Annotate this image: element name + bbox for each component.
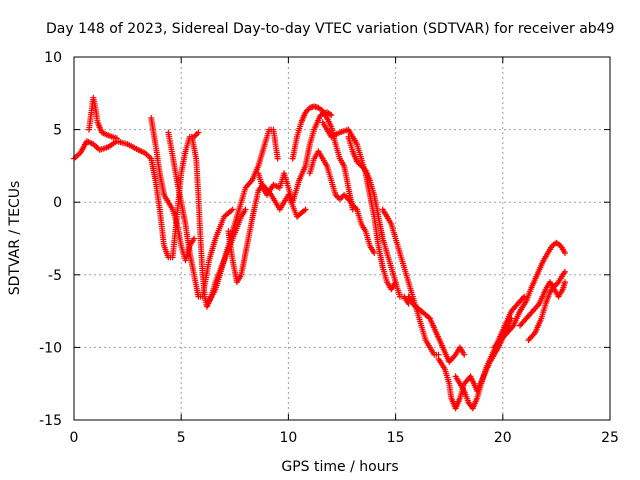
plot-frame [73, 56, 611, 421]
data-point [562, 250, 568, 256]
x-tick-label: 0 [70, 430, 79, 446]
series-track-10 [306, 148, 378, 256]
series-track-12 [345, 133, 412, 307]
data-point [302, 206, 309, 213]
series-track-2 [86, 94, 120, 142]
data-point [113, 135, 120, 142]
y-axis-label: SDTVAR / TECUs [7, 181, 23, 296]
data-point [195, 129, 202, 136]
data-point [371, 250, 378, 256]
y-tick-label: 5 [53, 123, 62, 139]
data-point [562, 268, 568, 275]
series-track-7 [225, 181, 309, 286]
data-point [461, 351, 468, 358]
x-tick-label: 20 [494, 430, 512, 446]
data-point [242, 206, 249, 213]
y-tick-label: -15 [39, 413, 62, 429]
series-track-14 [405, 293, 468, 365]
series-track-17 [491, 239, 568, 351]
series-track-3 [148, 115, 198, 264]
x-tick-label: 10 [279, 430, 297, 446]
x-axis-label: GPS time / hours [281, 459, 398, 475]
series-track-8 [255, 109, 335, 206]
y-tick-label: 0 [53, 195, 62, 211]
series-track-4 [165, 129, 236, 300]
data-point [229, 206, 236, 213]
data-point [328, 112, 335, 119]
series-track-11 [319, 119, 399, 293]
series-track-1 [71, 129, 202, 261]
y-tick-label: -10 [39, 340, 62, 356]
chart-title: Day 148 of 2023, Sidereal Day-to-day VTE… [46, 21, 615, 37]
data-point [274, 155, 281, 162]
y-tick-label: 10 [44, 50, 62, 66]
series-track-19 [525, 268, 568, 344]
series-track-6 [206, 126, 281, 304]
y-axis: 10 5 0 -5 -10 -15 [39, 50, 610, 429]
x-tick-label: 25 [601, 430, 619, 446]
x-tick-label: 15 [387, 430, 405, 446]
x-tick-label: 5 [177, 430, 186, 446]
data-point [191, 235, 198, 242]
y-tick-label: -5 [48, 268, 62, 284]
grid [74, 57, 610, 420]
x-axis: 0 5 10 15 20 25 [70, 57, 619, 446]
data-point [562, 279, 568, 286]
data-series [71, 94, 568, 412]
